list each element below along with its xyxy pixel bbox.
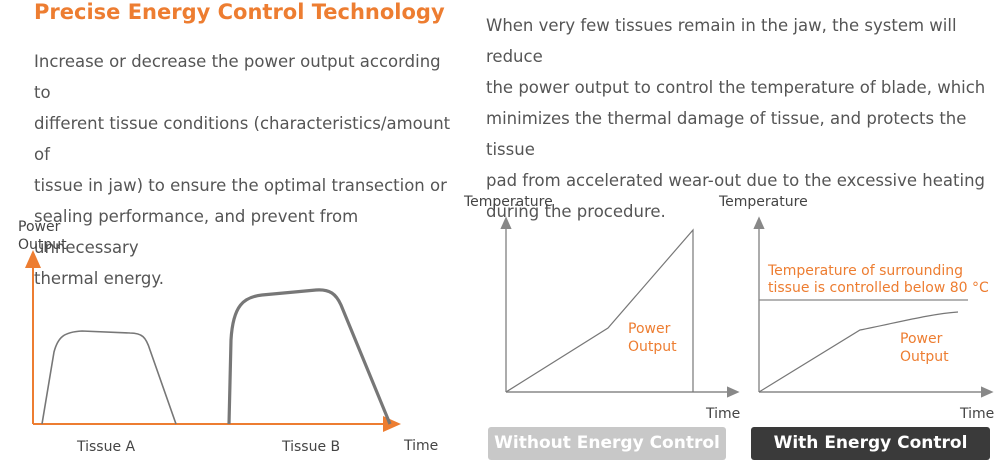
power-ylabel-line2: Output [18,237,67,253]
left-text-line: tissue in jaw) to ensure the optimal tra… [34,176,447,195]
with-temperature-curve [758,311,959,393]
without-series-label-line2: Output [628,339,677,355]
left-text-line: different tissue conditions (characteris… [34,114,451,164]
without-xlabel: Time [705,406,740,422]
right-text-line: the power output to control the temperat… [486,78,986,97]
with-threshold-label-line2: tissue is controlled below 80 °C [768,280,989,296]
with-control-diagram: Temperature Time Temperature of surround… [718,194,994,422]
left-description: Increase or decrease the power output ac… [34,46,454,294]
right-text-line: minimizes the thermal damage of tissue, … [486,109,967,159]
without-energy-control-badge: Without Energy Control [488,427,726,460]
with-energy-control-badge: With Energy Control [751,427,990,460]
power-ylabel-line1: Power [18,219,61,235]
right-description: When very few tissues remain in the jaw,… [486,10,986,227]
tissue-a-label: Tissue A [76,439,136,455]
without-control-diagram: Temperature Time Power Output [463,194,740,422]
with-series-label-line1: Power [900,331,943,347]
with-series-label-line2: Output [900,349,949,365]
left-text-line: Increase or decrease the power output ac… [34,52,441,102]
with-xlabel: Time [959,406,994,422]
power-output-diagram: Power Output Time Tissue A Tissue B [18,219,438,455]
tissue-a-curve [41,330,177,425]
left-text-line: sealing performance, and prevent from un… [34,207,359,257]
tissue-b-label: Tissue B [281,439,340,455]
with-threshold-label-line1: Temperature of surrounding [767,263,963,279]
left-text-line: thermal energy. [34,269,164,288]
without-temperature-curve [505,228,694,393]
with-ylabel: Temperature [718,194,808,210]
right-text-line: When very few tissues remain in the jaw,… [486,16,957,66]
tissue-b-curve [227,288,392,425]
right-text-line: pad from accelerated wear-out due to the… [486,171,985,190]
page-title: Precise Energy Control Technology [34,0,445,24]
without-ylabel: Temperature [463,194,553,210]
power-xlabel: Time [403,438,438,454]
without-series-label-line1: Power [628,321,671,337]
right-text-line: during the procedure. [486,202,666,221]
